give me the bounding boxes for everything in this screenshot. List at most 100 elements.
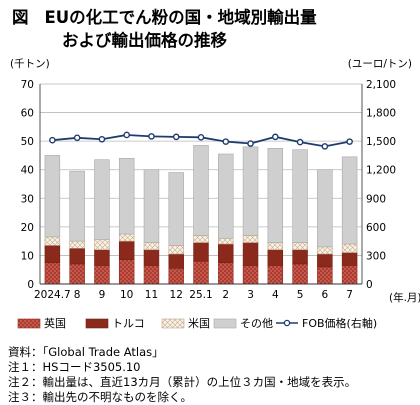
fob-price-point <box>346 138 353 145</box>
bar-turkey <box>69 247 85 265</box>
fob-price-point <box>123 131 130 139</box>
bar-turkey <box>218 243 234 263</box>
left-tick-label: 30 <box>21 193 34 205</box>
note-3: 注３：輸出先の不明なものを除く。 <box>8 390 192 404</box>
bar-us <box>118 233 135 242</box>
fob-price-point <box>172 133 180 141</box>
bar-turkey <box>267 249 284 266</box>
right-axis-unit: (ユーロ/トン) <box>348 58 412 70</box>
legend-turkey-swatch <box>85 318 109 329</box>
legend-uk-swatch <box>17 318 41 329</box>
x-axis-unit: (年.月) <box>389 291 420 304</box>
note-source: 資料：「Global Trade Atlas」 <box>8 345 164 359</box>
right-tick-label: 1,200 <box>366 165 396 177</box>
bar-other <box>218 153 234 239</box>
legend-uk-label: 英国 <box>44 316 66 330</box>
x-tick-label: 3 <box>247 289 254 301</box>
bar-us <box>44 236 61 246</box>
chart-subtitle: および輸出価格の推移 <box>62 31 227 50</box>
left-tick-label: 0 <box>27 279 34 291</box>
bar-uk <box>168 267 184 285</box>
bar-uk <box>242 265 259 285</box>
bar-turkey <box>317 253 333 268</box>
fob-price-point <box>321 143 329 150</box>
fob-price-point <box>197 134 205 141</box>
bar-other <box>168 172 184 246</box>
bar-other <box>94 159 110 241</box>
bar-uk <box>143 265 160 285</box>
bar-other <box>118 157 135 235</box>
x-tick-label: 4 <box>272 289 279 301</box>
note-1: 注１：HSコード3505.10 <box>8 360 141 374</box>
bar-other <box>193 145 209 236</box>
bar-us <box>292 242 308 251</box>
bar-uk <box>69 263 85 285</box>
bar-turkey <box>118 240 135 261</box>
bar-us <box>193 235 209 243</box>
bars <box>44 145 358 285</box>
bar-us <box>267 242 284 251</box>
left-axis-unit: (千トン) <box>10 58 50 70</box>
legend-us-swatch <box>161 318 185 329</box>
x-tick-label: 12 <box>170 289 183 301</box>
x-tick-label: 8 <box>74 289 81 301</box>
bar-uk <box>44 262 61 285</box>
bar-uk <box>193 260 209 285</box>
bar-uk <box>94 265 110 285</box>
bar-turkey <box>242 242 259 266</box>
legend: 英国 トルコ 米国 その他 FOB価格(右軸) <box>17 316 377 330</box>
bar-turkey <box>168 253 184 269</box>
right-tick-label: 300 <box>366 250 386 262</box>
notes: 資料：「Global Trade Atlas」 注１：HSコード3505.10 … <box>8 345 356 405</box>
figure-label: 図 <box>12 8 29 27</box>
x-tick-label: 25.1 <box>189 289 212 301</box>
right-tick-label: 2,100 <box>366 79 396 91</box>
bar-uk <box>267 265 284 285</box>
fob-price-point <box>247 140 254 147</box>
bar-other <box>267 147 284 243</box>
bar-uk <box>292 263 308 285</box>
chart-title: EUの化工でん粉の国・地域別輸出量 <box>44 8 317 27</box>
right-tick-label: 600 <box>366 222 386 234</box>
bar-us <box>69 240 85 249</box>
bar-us <box>218 237 234 245</box>
legend-other-label: その他 <box>240 317 273 330</box>
x-tick-label: 2024.7 <box>34 289 71 301</box>
bar-us <box>317 246 333 255</box>
note-2: 注２：輸出量は、直近13カ月（累計）の上位３カ国・地域を表示。 <box>8 375 357 389</box>
bar-other <box>292 149 308 243</box>
right-tick-label: 0 <box>366 279 373 291</box>
fob-price-point <box>148 133 155 140</box>
bar-turkey <box>292 249 308 265</box>
chart-title-line1: 図 EUの化工でん粉の国・地域別輸出量 <box>12 4 317 28</box>
left-tick-label: 70 <box>21 79 34 91</box>
x-tick-label: 10 <box>120 289 133 301</box>
right-tick-label: 900 <box>366 193 386 205</box>
legend-fob-label: FOB価格(右軸) <box>302 316 377 330</box>
bar-us <box>341 243 358 253</box>
fob-price-point <box>49 136 56 144</box>
bar-other <box>317 169 333 248</box>
bar-turkey <box>341 252 358 266</box>
bar-other <box>44 155 61 238</box>
bar-uk <box>317 266 333 285</box>
left-tick-label: 40 <box>21 165 34 177</box>
fob-price-point <box>98 135 106 143</box>
bar-us <box>168 245 184 255</box>
bar-turkey <box>44 245 61 263</box>
fob-price-line <box>49 131 353 150</box>
bar-uk <box>118 259 135 285</box>
x-tick-label: 2 <box>222 289 229 301</box>
left-tick-label: 60 <box>21 108 34 120</box>
axes: 0 0 10 300 20 600 30 900 40 1,200 50 1,500 60 1,800 70… <box>21 79 396 301</box>
bar-other <box>143 169 160 243</box>
bar-turkey <box>143 249 160 266</box>
legend-fob-marker <box>283 319 291 327</box>
bar-other <box>341 156 358 245</box>
bar-us <box>143 242 160 251</box>
fob-price-point <box>73 134 81 142</box>
x-tick-label: 6 <box>322 289 329 301</box>
bar-other <box>69 170 85 242</box>
x-tick-label: 5 <box>297 289 304 301</box>
right-tick-label: 1,500 <box>366 136 396 148</box>
